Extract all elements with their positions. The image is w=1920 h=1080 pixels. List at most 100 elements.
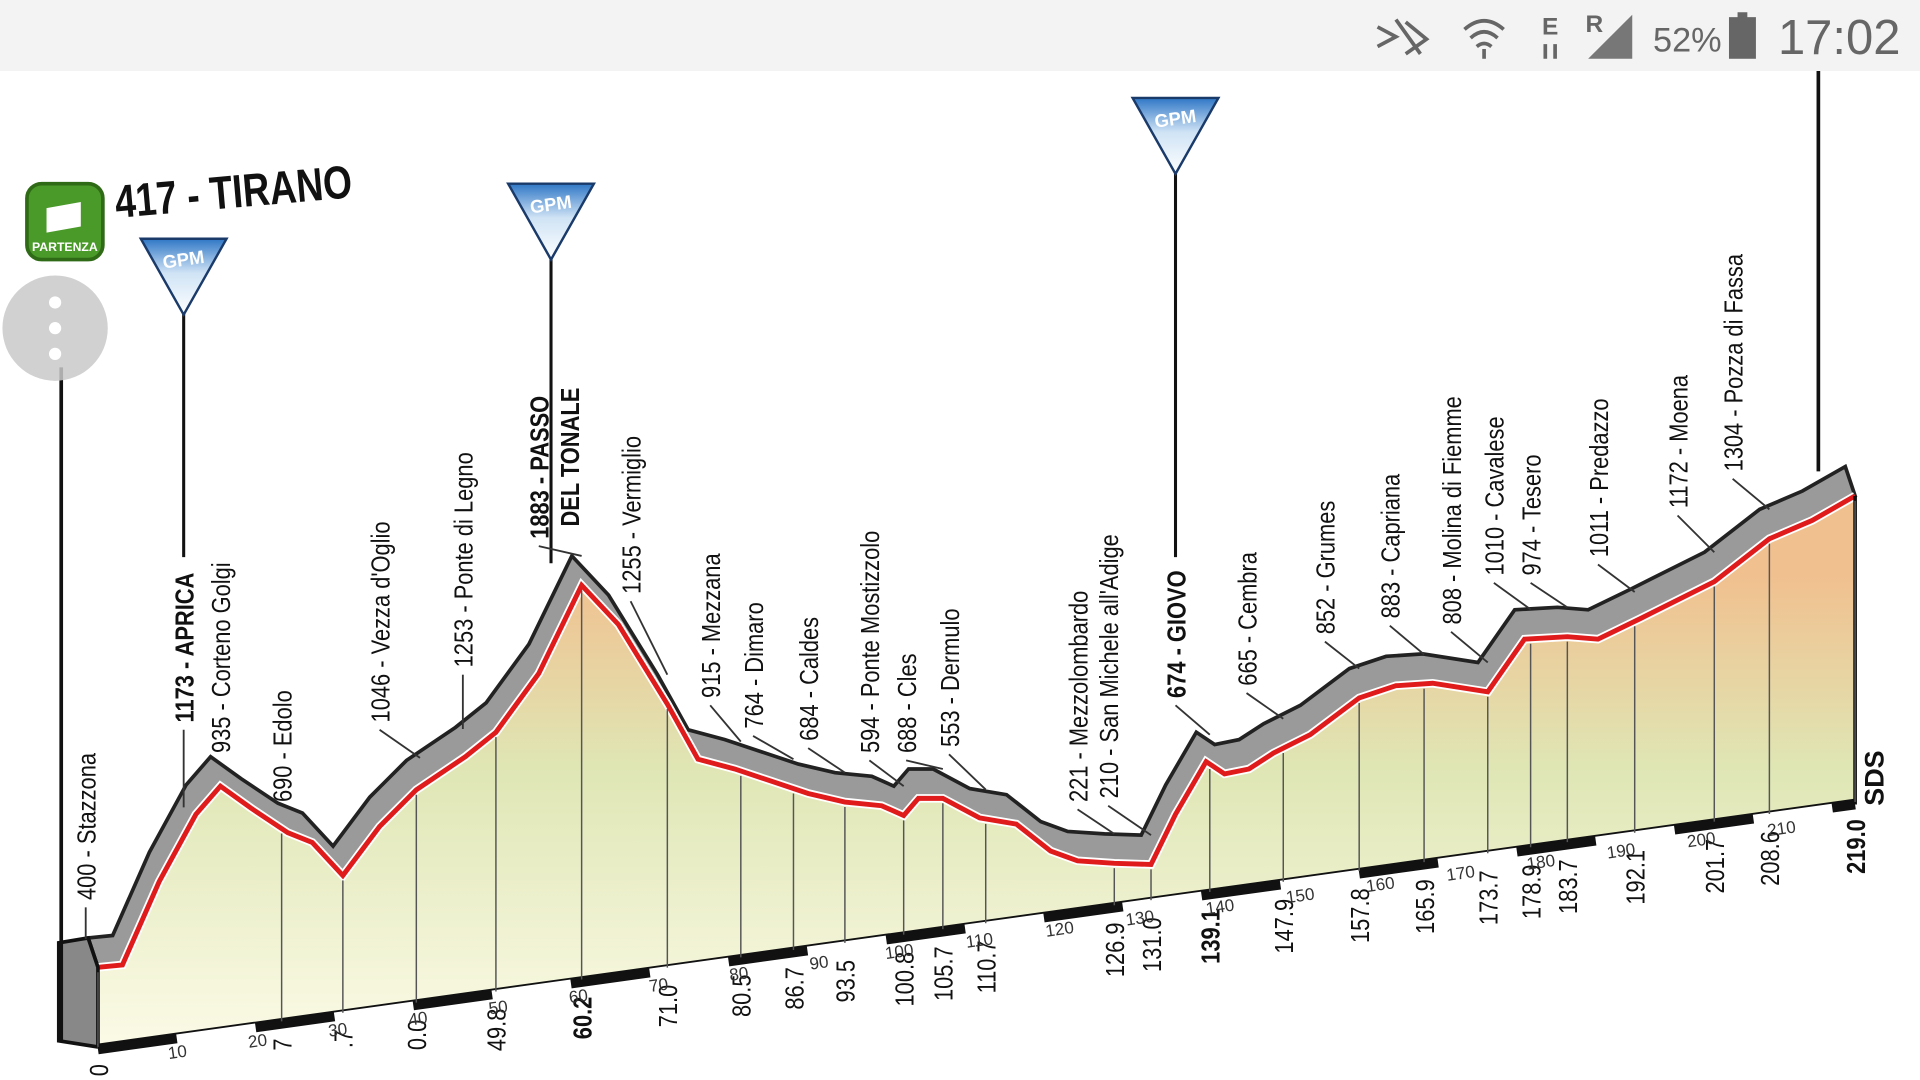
distance-label: 0 — [85, 1064, 114, 1076]
menu-dot[interactable] — [48, 347, 62, 360]
waypoint-tick — [629, 600, 669, 676]
waypoint-label: 1304 - Pozza di Fassa — [1720, 253, 1749, 471]
distance-label: 93.5 — [832, 960, 861, 1003]
waypoint-tick — [868, 759, 905, 787]
waypoint-tick — [1493, 582, 1532, 611]
km-tick: 180 — [1525, 850, 1556, 874]
status-bar — [0, 0, 1920, 72]
distance-label: 7 — [269, 1038, 298, 1050]
battery-icon — [1728, 17, 1756, 59]
waypoint-tick — [1174, 704, 1211, 736]
waypoint-label: 1173 - APRICA — [171, 573, 200, 723]
distance-label: 147.9 — [1270, 899, 1299, 954]
start-badge-text: PARTENZA — [32, 240, 98, 254]
distance-label: 183.7 — [1555, 859, 1584, 914]
km-tick: 30 — [327, 1018, 349, 1040]
battery-tip — [1737, 12, 1748, 19]
km-tick: 210 — [1766, 816, 1797, 840]
network-type: E — [1542, 13, 1558, 40]
distance-label: 80.5 — [728, 974, 757, 1017]
waypoint-tick — [1324, 640, 1360, 670]
waypoint-tick — [905, 759, 944, 770]
baseline-edge — [97, 798, 1856, 1046]
waypoint-tick — [1077, 808, 1115, 835]
km-tick: 20 — [247, 1029, 269, 1051]
distance-label: 173.7 — [1475, 870, 1504, 925]
distance-label: 219.0 — [1842, 819, 1871, 874]
distance-label: .7 — [330, 1030, 359, 1048]
finish-mark: SDS — [1859, 750, 1889, 805]
waypoint-tick — [807, 747, 846, 774]
gpm-triangle — [1130, 96, 1221, 177]
waypoint-tick — [1597, 563, 1636, 593]
waypoint-tick — [1107, 804, 1152, 836]
distance-label: 165.9 — [1411, 879, 1440, 934]
profile-line — [97, 493, 1857, 970]
menu-button[interactable] — [2, 275, 108, 381]
waypoint-label: 935 - Corteno Golgi — [208, 562, 237, 753]
waypoint-label: 1011 - Predazzo — [1585, 398, 1614, 557]
distance-label: 86.7 — [781, 967, 810, 1010]
start-title: 417 - TIRANO — [113, 155, 354, 227]
waypoint-label: 1010 - Cavalese — [1481, 416, 1510, 575]
km-tick: 160 — [1365, 872, 1396, 896]
waypoint-label: 764 - Dimaro — [740, 602, 769, 728]
distance-label: 126.9 — [1101, 922, 1130, 977]
km-tick: 140 — [1204, 895, 1235, 919]
waypoint-label: 688 - Cles — [893, 653, 922, 753]
waypoint-label: 1253 - Ponte di Legno — [450, 452, 479, 667]
waypoint-label: 883 - Capriana — [1377, 473, 1406, 618]
roaming: R — [1585, 11, 1603, 38]
waypoint-tick — [1450, 631, 1489, 664]
km-tick: 60 — [568, 985, 590, 1007]
waypoint-label: 915 - Mezzana — [697, 553, 726, 698]
waypoint-label: 1046 - Vezza d'Oglio — [367, 521, 396, 722]
waypoint-tick — [1676, 514, 1715, 553]
distance-label: 201.7 — [1701, 839, 1730, 894]
distance-label: 208.6 — [1757, 831, 1786, 886]
menu-dot[interactable] — [48, 322, 62, 335]
km-tick: 190 — [1605, 839, 1636, 863]
gpm-triangle — [138, 237, 229, 318]
waypoint-label: 674 - GIOVO — [1163, 570, 1192, 698]
waypoint-tick — [1530, 582, 1568, 609]
distance-label: 0.0 — [403, 1020, 432, 1050]
start-block — [56, 935, 100, 1050]
waypoint-label: 1883 - PASSO — [526, 396, 555, 539]
waypoint-tick — [379, 729, 421, 759]
km-tick: 100 — [884, 939, 915, 963]
distance-label: 139.1 — [1197, 909, 1226, 964]
distance-label: 49.8 — [483, 1009, 512, 1052]
waypoint-label: 1255 - Vermiglio — [618, 436, 647, 594]
waypoint-label: 553 - Dermulo — [936, 608, 965, 746]
distance-label: 110.7 — [973, 940, 1002, 993]
distance-label: 60.2 — [569, 997, 598, 1040]
flag-icon — [46, 202, 81, 233]
km-tick: 80 — [728, 962, 750, 984]
waypoint-label: 852 - Grumes — [1312, 501, 1341, 635]
waypoint-tick — [948, 753, 987, 791]
km-tick: 40 — [407, 1007, 429, 1029]
baseline — [97, 799, 1856, 1055]
waypoint-label: 808 - Molina di Fiemme — [1438, 396, 1467, 624]
waypoint-tick — [1246, 692, 1284, 720]
waypoint-tick — [709, 704, 742, 743]
waypoint-label: 210 - San Michele all'Adige — [1095, 534, 1124, 798]
waypoint-label: 594 - Ponte Mostizzolo — [857, 531, 886, 753]
waypoint-label: 974 - Tesero — [1518, 454, 1547, 575]
waypoint-label: 1172 - Moena — [1665, 374, 1694, 508]
profile-area — [97, 495, 1856, 1047]
distance-label: 105.7 — [930, 946, 959, 1001]
km-tick: 10 — [166, 1041, 188, 1063]
km-tick: 90 — [808, 951, 830, 973]
km-tick: 110 — [964, 928, 994, 952]
distance-label: 178.9 — [1518, 864, 1547, 919]
waypoint-label: 400 - Stazzona — [73, 752, 102, 900]
km-tick: 150 — [1285, 883, 1316, 907]
distance-label: 100.8 — [891, 952, 920, 1007]
menu-dot[interactable] — [48, 296, 62, 309]
clock: 17:02 — [1778, 11, 1901, 65]
